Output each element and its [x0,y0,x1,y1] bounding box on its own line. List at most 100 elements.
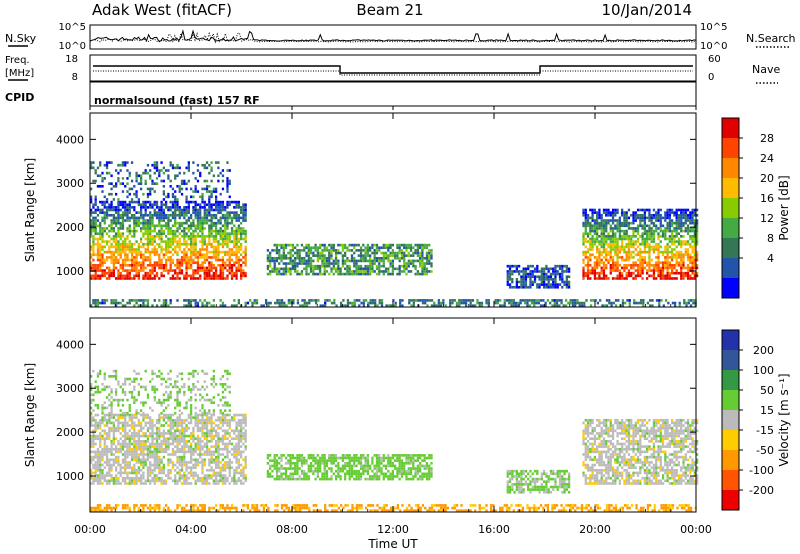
echo-cell [508,301,511,305]
echo-cell [155,177,159,180]
echo-cell [155,263,159,267]
echo-cell [607,221,610,225]
echo-cell [627,221,631,225]
echo-cell [275,270,279,273]
echo-cell [162,232,165,236]
echo-cell [650,240,653,243]
echo-cell [169,184,172,188]
echo-cell [205,274,209,278]
echo-cell [287,251,290,255]
echo-cell [389,262,392,265]
echo-cell [515,283,518,286]
echo-cell [146,468,150,472]
echo-cell [96,463,100,467]
echo-cell [428,270,431,273]
echo-cell [176,263,179,267]
echo-cell [226,203,229,207]
echo-cell [235,256,238,259]
echo-cell [162,274,165,278]
echo-cell [146,474,150,477]
echo-cell [634,227,637,230]
echo-cell [380,246,383,250]
echo-cell [135,479,138,483]
echo-cell [119,413,122,417]
echo-cell [668,266,672,270]
echo-cell [538,278,541,281]
echo-cell [128,301,131,305]
echo-cell [464,299,468,302]
echo-cell [235,304,238,307]
echo-cell [110,229,113,233]
echo-cell [316,249,320,252]
echo-cell [203,450,206,454]
echo-cell [194,421,197,425]
echo-cell [382,272,385,276]
echo-cell [149,242,152,246]
echo-cell [376,304,379,307]
echo-cell [625,263,628,267]
echo-cell [219,208,222,212]
echo-cell [94,237,97,241]
echo-cell [146,455,150,459]
echo-cell [630,266,633,270]
echo-cell [121,426,125,430]
echo-cell [625,211,628,214]
echo-cell [92,277,95,280]
echo-cell [183,461,186,464]
echo-cell [203,442,206,446]
echo-cell [201,453,204,456]
echo-cell [133,208,136,212]
echo-cell [609,263,612,267]
echo-cell [389,246,392,250]
echo-cell [235,258,238,262]
echo-cell [522,283,525,286]
echo-cell [126,195,129,199]
echo-cell [591,253,594,257]
echo-cell [142,192,145,196]
echo-cell [90,232,93,236]
echo-cell [153,442,156,446]
echo-cell [558,264,562,268]
echo-cell [205,269,209,272]
echo-cell [96,248,100,251]
echo-cell [183,227,186,230]
y-tick-label: 2000 [56,221,84,234]
echo-cell [146,256,150,259]
echo-cell [183,418,186,422]
echo-cell [135,266,138,270]
echo-cell [167,192,170,196]
echo-cell [373,249,376,252]
echo-cell [680,269,683,272]
echo-cell [94,304,97,307]
echo-cell [675,277,678,280]
echo-cell [683,301,686,305]
echo-cell [167,453,170,456]
echo-cell [158,261,161,264]
echo-cell [228,237,231,241]
echo-cell [319,243,322,247]
echo-cell [255,301,259,305]
echo-cell [187,248,190,251]
echo-cell [266,272,270,276]
echo-cell [124,163,127,167]
echo-cell [99,161,102,164]
echo-cell [487,301,490,305]
echo-cell [618,256,622,259]
echo-cell [549,275,553,279]
echo-cell [561,278,564,281]
echo-cell [655,248,658,251]
echo-cell [117,426,120,430]
echo-cell [92,206,95,209]
echo-cell [233,229,236,233]
echo-cell [659,221,662,225]
echo-cell [185,211,188,214]
echo-cell [230,232,234,236]
echo-cell [183,434,186,438]
echo-cell [598,216,601,220]
echo-cell [682,266,685,270]
echo-cell [158,235,161,238]
echo-cell [233,206,236,209]
echo-cell [693,256,696,259]
echo-cell [139,413,143,417]
echo-cell [224,253,227,257]
